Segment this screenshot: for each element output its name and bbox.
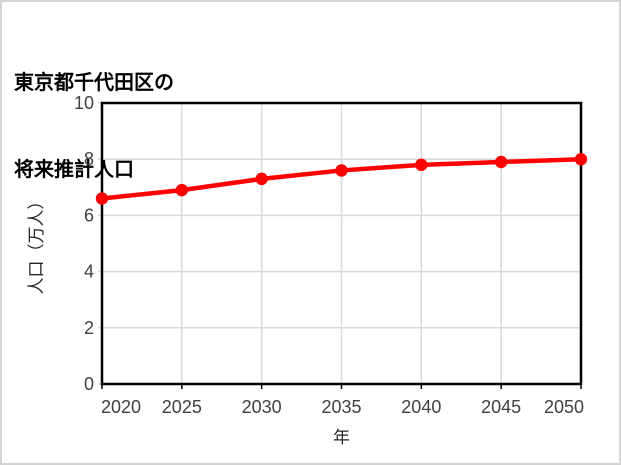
y-tick-label: 10 — [74, 93, 94, 113]
y-axis-title: 人口（万人） — [27, 193, 46, 295]
x-tick-label: 2045 — [481, 397, 521, 417]
plot-area-border — [100, 101, 583, 386]
y-tick-label: 4 — [84, 262, 94, 282]
x-tick-label: 2050 — [544, 397, 584, 417]
chart-title-line-1: 東京都千代田区の — [14, 72, 174, 94]
data-point-marker — [335, 164, 348, 177]
data-point-marker — [95, 192, 109, 205]
x-tick-label: 2040 — [401, 397, 441, 417]
y-tick-label: 8 — [84, 149, 94, 169]
data-point-marker — [574, 153, 588, 166]
x-tick-label: 2025 — [162, 397, 202, 417]
x-axis-title: 年 — [333, 428, 350, 447]
y-tick-label: 6 — [84, 205, 94, 225]
data-point-marker — [415, 158, 428, 172]
data-point-marker — [255, 172, 268, 186]
chart-title-line-2: 将来推計人口 — [14, 159, 134, 181]
data-point-marker — [494, 155, 508, 169]
x-tick-label: 2035 — [321, 397, 361, 417]
data-point-marker — [175, 183, 189, 197]
x-tick-label: 2020 — [101, 397, 141, 417]
chart-title: 東京都千代田区の 将来推計人口 — [14, 11, 174, 243]
x-tick-label: 2030 — [242, 397, 282, 417]
y-tick-label: 2 — [84, 318, 94, 338]
y-tick-label: 0 — [84, 374, 94, 394]
